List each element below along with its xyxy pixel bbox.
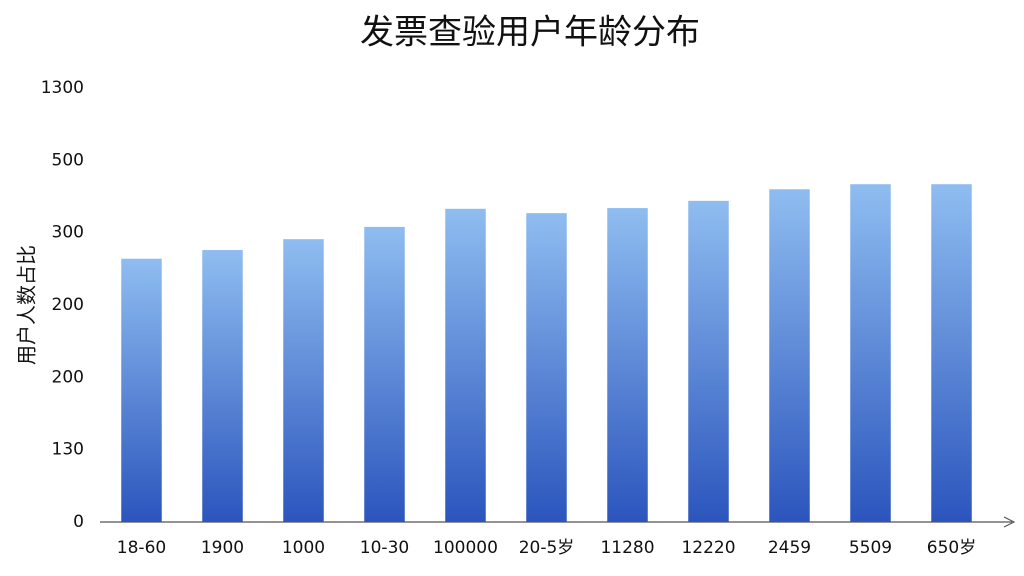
y-tick-label: 500 [52, 150, 84, 170]
chart-title: 发票查验用户年龄分布 [360, 13, 700, 53]
bar [445, 208, 486, 522]
x-tick-label: 1000 [282, 538, 325, 558]
bar [607, 208, 648, 522]
x-tick-label: 18-60 [117, 538, 166, 558]
bar [688, 200, 729, 522]
bar [202, 250, 243, 522]
bar [931, 184, 972, 522]
y-tick-label: 0 [73, 512, 84, 532]
x-tick-label: 1900 [201, 538, 244, 558]
bar [769, 189, 810, 522]
axis-arrow [1003, 516, 1016, 528]
y-tick-label: 200 [52, 295, 84, 315]
x-tick-label: 2459 [768, 538, 811, 558]
bar [850, 184, 891, 522]
x-tick-label: 12220 [681, 538, 735, 558]
x-tick-label: 650岁 [927, 538, 976, 558]
bar [121, 258, 162, 522]
y-axis-label: 用户人数占比 [15, 245, 39, 365]
x-tick-label: 20-5岁 [519, 538, 575, 558]
y-tick-label: 300 [52, 223, 84, 243]
x-tick-label: 5509 [849, 538, 892, 558]
y-tick-label: 1300 [41, 78, 84, 98]
y-tick-label: 130 [52, 440, 84, 460]
x-tick-label: 10-30 [360, 538, 409, 558]
bar [526, 213, 567, 523]
x-tick-label: 100000 [433, 538, 498, 558]
bar [283, 239, 324, 522]
y-tick-label: 200 [52, 367, 84, 387]
x-tick-label: 11280 [600, 538, 654, 558]
bar [364, 226, 405, 522]
